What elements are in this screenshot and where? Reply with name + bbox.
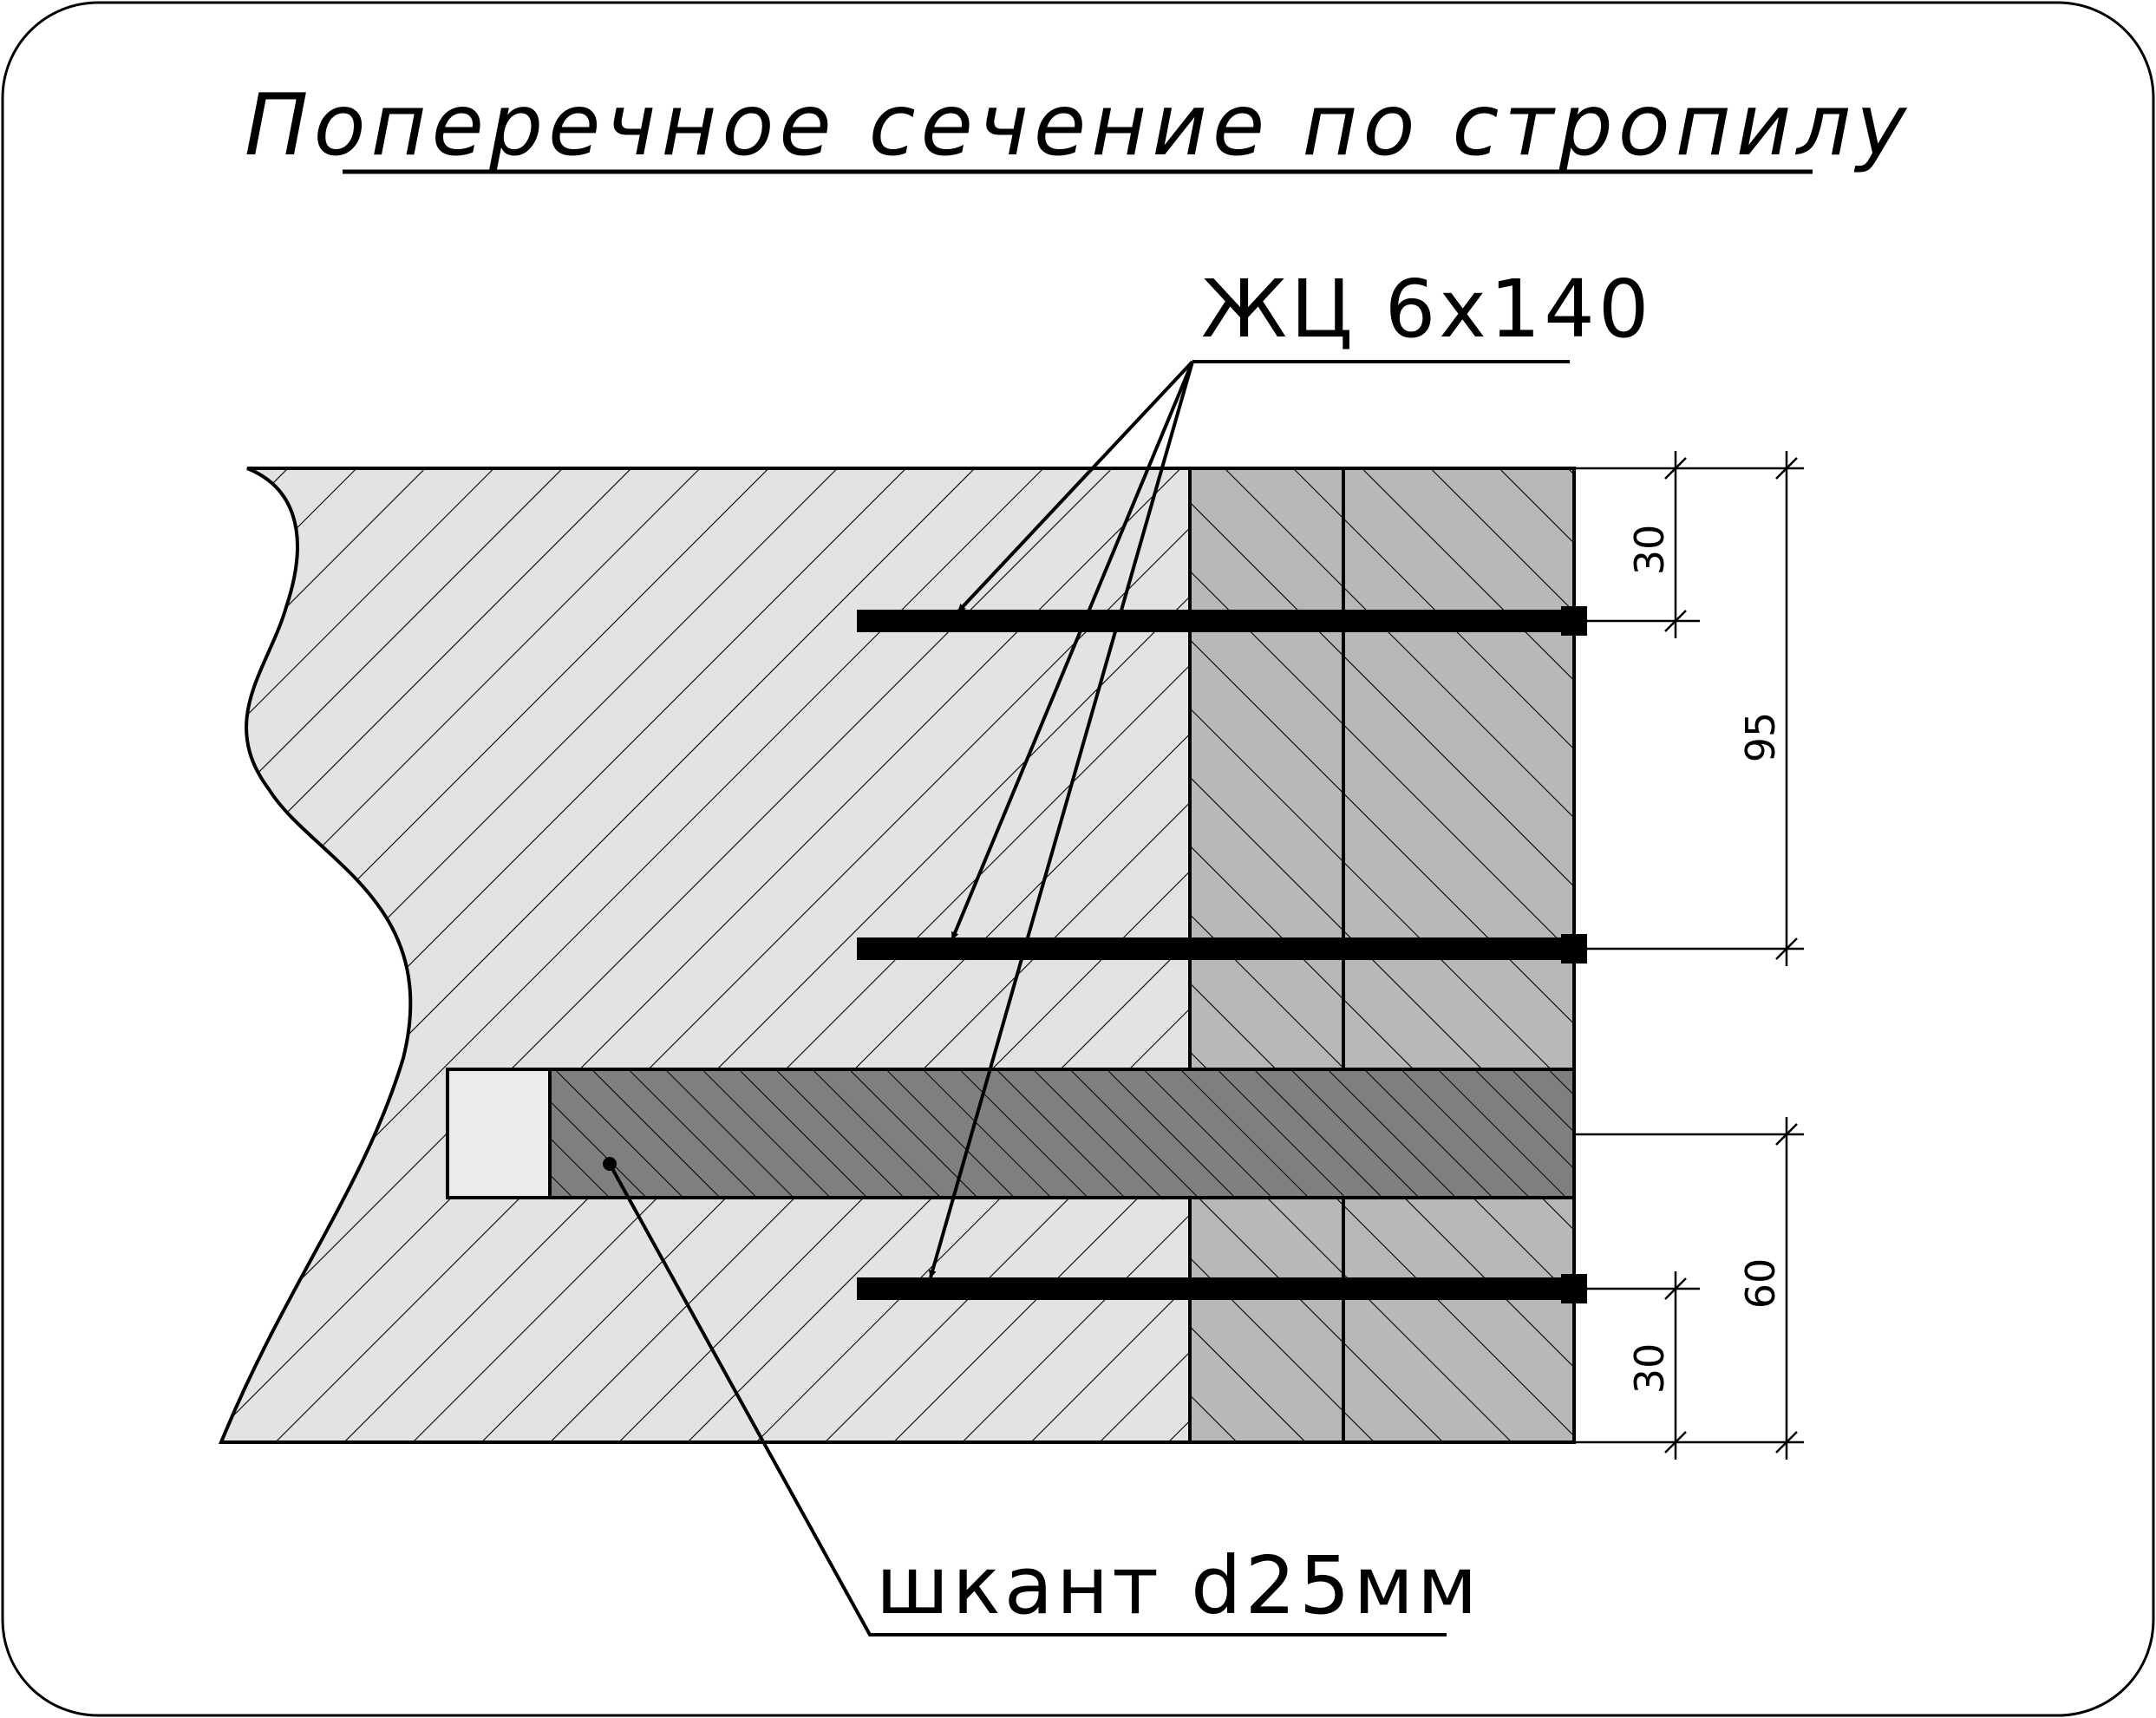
dowel-leader bbox=[603, 1157, 1447, 1636]
dimension-top-30: 30 bbox=[1626, 525, 1673, 576]
dimension-bottom-30: 30 bbox=[1626, 1343, 1673, 1395]
dimension-95: 95 bbox=[1737, 712, 1784, 763]
dimension-lines bbox=[1574, 451, 1804, 1460]
nail-callout-label: ЖЦ 6х140 bbox=[1201, 263, 1652, 356]
nail-middle bbox=[857, 934, 1587, 964]
drawing-title: Поперечное сечение по стропилу bbox=[245, 76, 1911, 175]
nail-leader bbox=[928, 360, 1570, 1278]
dimension-60: 60 bbox=[1737, 1258, 1784, 1310]
nail-top bbox=[857, 606, 1587, 636]
dowel bbox=[548, 1068, 1576, 1199]
nail-bottom bbox=[857, 1274, 1587, 1303]
dowel-hole bbox=[446, 1068, 552, 1199]
dowel-callout-label: шкант d25мм bbox=[876, 1539, 1480, 1632]
